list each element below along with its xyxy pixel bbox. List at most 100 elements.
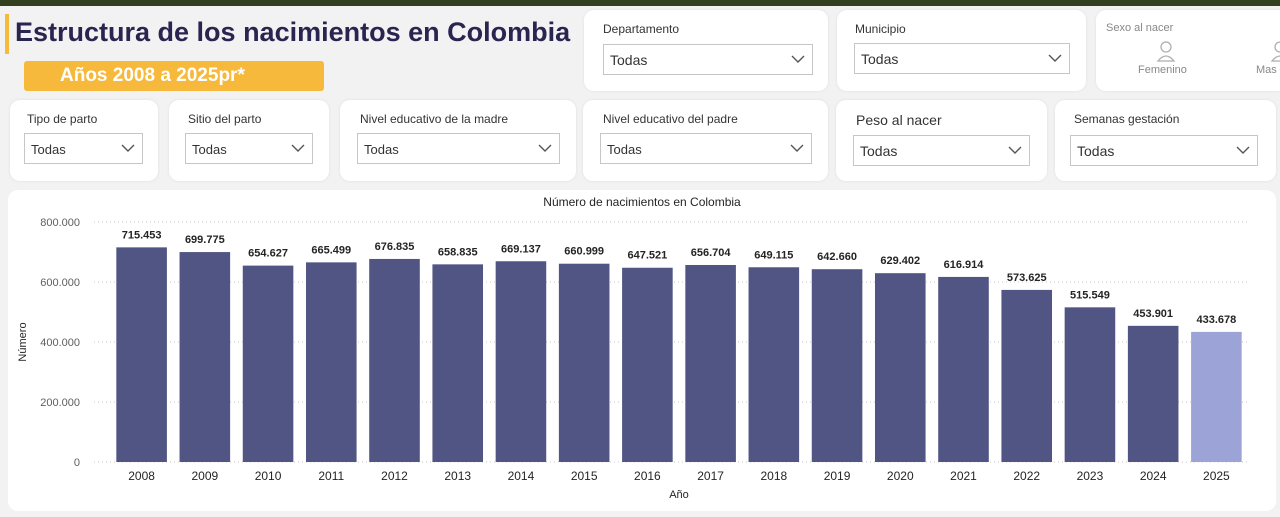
filter-card-municipio: Municipio Todas (837, 10, 1086, 91)
x-tick-label: 2016 (634, 469, 661, 483)
filter-card-peso: Peso al nacer Todas (836, 100, 1047, 181)
sex-option-femenino[interactable]: Femenino (1138, 64, 1187, 76)
data-label: 642.660 (817, 251, 857, 263)
data-label: 665.499 (311, 244, 351, 256)
data-label: 573.625 (1007, 272, 1047, 284)
chevron-down-icon (790, 144, 804, 152)
chevron-down-icon (1048, 54, 1062, 62)
peso-dropdown[interactable]: Todas (853, 135, 1030, 166)
filter-label-nivel-padre: Nivel educativo del padre (603, 112, 738, 126)
y-tick-label: 0 (74, 457, 80, 469)
sex-option-masculino[interactable]: Mas (1256, 64, 1277, 76)
bar-2010[interactable] (242, 265, 294, 462)
x-tick-label: 2011 (318, 469, 344, 483)
bar-2023[interactable] (1064, 307, 1116, 462)
municipio-value: Todas (861, 51, 899, 67)
data-label: 453.901 (1133, 308, 1173, 320)
nivel-padre-dropdown[interactable]: Todas (600, 133, 812, 164)
bar-2018[interactable] (748, 267, 800, 462)
semanas-value: Todas (1077, 143, 1115, 159)
bar-2011[interactable] (305, 262, 357, 462)
bar-2021[interactable] (938, 276, 989, 462)
filter-label-municipio: Municipio (855, 22, 906, 36)
x-tick-label: 2015 (571, 469, 598, 483)
data-label: 649.115 (754, 249, 793, 261)
x-tick-label: 2013 (444, 469, 471, 483)
filter-card-sitio-parto: Sitio del parto Todas (169, 100, 329, 181)
y-tick-label: 200.000 (40, 397, 80, 409)
y-tick-labels: 0 200.000 400.000 600.000 800.000 (40, 217, 80, 469)
x-tick-label: 2020 (887, 469, 914, 483)
bar-2012[interactable] (369, 258, 420, 462)
tipo-parto-value: Todas (31, 142, 66, 157)
chevron-down-icon (1236, 146, 1250, 154)
nivel-madre-dropdown[interactable]: Todas (357, 133, 560, 164)
bar-2009[interactable] (179, 252, 231, 462)
x-tick-label: 2023 (1077, 469, 1104, 483)
data-label: 676.835 (375, 241, 415, 253)
y-tick-label: 800.000 (40, 217, 80, 229)
filter-card-tipo-parto: Tipo de parto Todas (10, 100, 158, 181)
page-title: Estructura de los nacimientos en Colombi… (15, 17, 571, 47)
filter-card-semanas: Semanas gestación Todas (1055, 100, 1276, 181)
x-tick-label: 2014 (508, 469, 535, 483)
male-icon[interactable] (1268, 39, 1280, 63)
y-axis-title: Número (17, 322, 29, 361)
top-bar (0, 0, 1280, 6)
bar-2015[interactable] (558, 263, 610, 462)
x-tick-label: 2024 (1140, 469, 1167, 483)
bar-2022[interactable] (1001, 289, 1053, 462)
bar-2020[interactable] (874, 273, 926, 462)
x-tick-label: 2022 (1013, 469, 1040, 483)
filter-card-departamento: Departamento Todas (584, 10, 828, 91)
x-tick-label: 2019 (824, 469, 851, 483)
sitio-parto-dropdown[interactable]: Todas (185, 133, 313, 164)
filter-label-peso: Peso al nacer (856, 112, 942, 128)
year-range-badge: Años 2008 a 2025pr* (24, 61, 324, 91)
female-icon[interactable] (1154, 39, 1178, 63)
bar-2008[interactable] (116, 247, 167, 462)
bar-2013[interactable] (432, 264, 484, 462)
bar-2017[interactable] (685, 264, 736, 462)
chevron-down-icon (538, 144, 552, 152)
bar-2024[interactable] (1127, 325, 1179, 462)
data-label: 715.453 (122, 229, 162, 241)
title-accent-bar (5, 14, 9, 54)
bar-2014[interactable] (495, 261, 547, 462)
nivel-padre-value: Todas (607, 142, 642, 157)
data-label: 699.775 (185, 234, 225, 246)
data-label: 660.999 (564, 246, 604, 258)
data-label: 654.627 (248, 248, 288, 260)
data-label: 616.914 (944, 259, 985, 271)
filter-card-nivel-padre: Nivel educativo del padre Todas (583, 100, 828, 181)
data-label: 647.521 (628, 250, 668, 262)
bar-2016[interactable] (622, 267, 673, 462)
data-label: 433.678 (1197, 314, 1237, 326)
data-labels: 715.453 699.775 654.627 665.499 676.835 658.8… (122, 229, 1237, 326)
bar-2019[interactable] (811, 269, 863, 462)
filter-card-sexo: Sexo al nacer Femenino Mas (1096, 10, 1280, 91)
filter-card-nivel-madre: Nivel educativo de la madre Todas (340, 100, 576, 181)
semanas-dropdown[interactable]: Todas (1070, 135, 1258, 166)
filter-label-sexo: Sexo al nacer (1106, 22, 1174, 34)
data-label: 629.402 (880, 255, 920, 267)
bar-2025[interactable] (1191, 331, 1242, 462)
sitio-parto-value: Todas (192, 142, 227, 157)
chevron-down-icon (1008, 146, 1022, 154)
filter-label-departamento: Departamento (603, 22, 680, 36)
x-tick-labels: 2008 2009 2010 2011 2012 2013 2014 2015 2016 2017… (128, 469, 1230, 483)
chevron-down-icon (291, 144, 305, 152)
x-tick-label: 2008 (128, 469, 155, 483)
chart-card: Número de nacimientos en Colombia Número… (8, 190, 1276, 511)
births-bar-chart: Número de nacimientos en Colombia Número… (17, 195, 1248, 501)
x-tick-label: 2009 (191, 469, 218, 483)
tipo-parto-dropdown[interactable]: Todas (24, 133, 143, 164)
chevron-down-icon (121, 144, 135, 152)
bars (116, 247, 1242, 462)
x-axis-title: Año (669, 489, 689, 501)
municipio-dropdown[interactable]: Todas (854, 43, 1070, 74)
data-label: 658.835 (438, 246, 478, 258)
filter-label-semanas: Semanas gestación (1074, 112, 1180, 126)
filter-label-sitio-parto: Sitio del parto (188, 112, 262, 126)
departamento-dropdown[interactable]: Todas (603, 44, 813, 75)
